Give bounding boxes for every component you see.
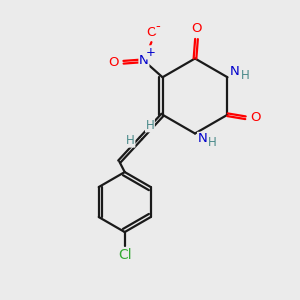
Text: O: O: [108, 56, 118, 69]
Text: Cl: Cl: [118, 248, 131, 262]
Text: O: O: [146, 26, 157, 39]
Text: H: H: [241, 69, 249, 82]
Text: N: N: [230, 65, 240, 78]
Text: O: O: [251, 111, 261, 124]
Text: -: -: [156, 20, 161, 33]
Text: H: H: [208, 136, 217, 149]
Text: O: O: [191, 22, 202, 35]
Text: H: H: [146, 119, 154, 132]
Text: N: N: [198, 132, 207, 146]
Text: H: H: [126, 134, 135, 147]
Text: +: +: [146, 46, 155, 59]
Text: N: N: [139, 54, 149, 67]
